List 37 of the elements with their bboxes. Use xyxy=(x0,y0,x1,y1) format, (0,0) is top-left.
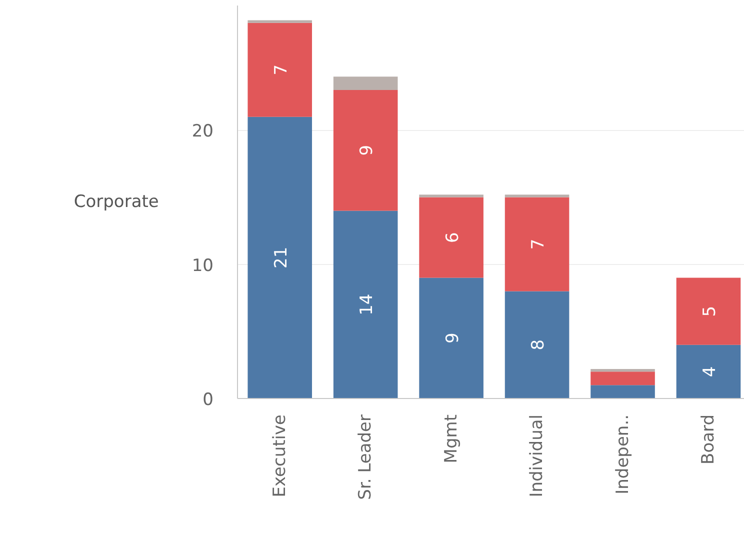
bar xyxy=(248,116,312,398)
y-axis-title: Corporate xyxy=(74,192,159,212)
bar xyxy=(590,385,655,398)
bar xyxy=(419,194,484,198)
bar xyxy=(590,372,655,386)
x-tick-label: Individual xyxy=(527,414,548,498)
data-label: 6 xyxy=(442,232,463,243)
x-tick-label: Executive xyxy=(270,414,290,498)
bar xyxy=(504,291,570,398)
data-label: 7 xyxy=(271,64,292,76)
bar xyxy=(419,197,484,278)
y-tick-label: 10 xyxy=(192,256,214,276)
data-label: 8 xyxy=(528,339,549,350)
data-label: 5 xyxy=(700,306,720,317)
bar xyxy=(333,210,398,398)
bar xyxy=(590,368,655,372)
bar xyxy=(419,278,484,398)
data-label: 7 xyxy=(528,238,549,250)
x-tick-label: Indepen.. xyxy=(612,414,633,494)
data-label: 9 xyxy=(357,144,378,156)
x-tick-label: Mgmt xyxy=(441,414,462,464)
data-label: 21 xyxy=(271,246,292,268)
bar xyxy=(333,76,398,90)
data-label: 9 xyxy=(442,332,463,344)
bar xyxy=(248,20,312,23)
bar xyxy=(333,90,398,211)
y-tick-label: 0 xyxy=(202,390,214,410)
x-tick-label: Sr. Leader xyxy=(356,414,376,500)
bar xyxy=(504,194,570,198)
y-tick-label: 20 xyxy=(192,122,214,142)
data-label: 4 xyxy=(700,366,720,378)
bar xyxy=(248,22,312,117)
bar xyxy=(676,344,741,398)
data-label: 14 xyxy=(357,294,378,316)
x-tick-label: Board xyxy=(698,414,718,464)
bar xyxy=(676,278,741,345)
bar xyxy=(504,197,570,292)
